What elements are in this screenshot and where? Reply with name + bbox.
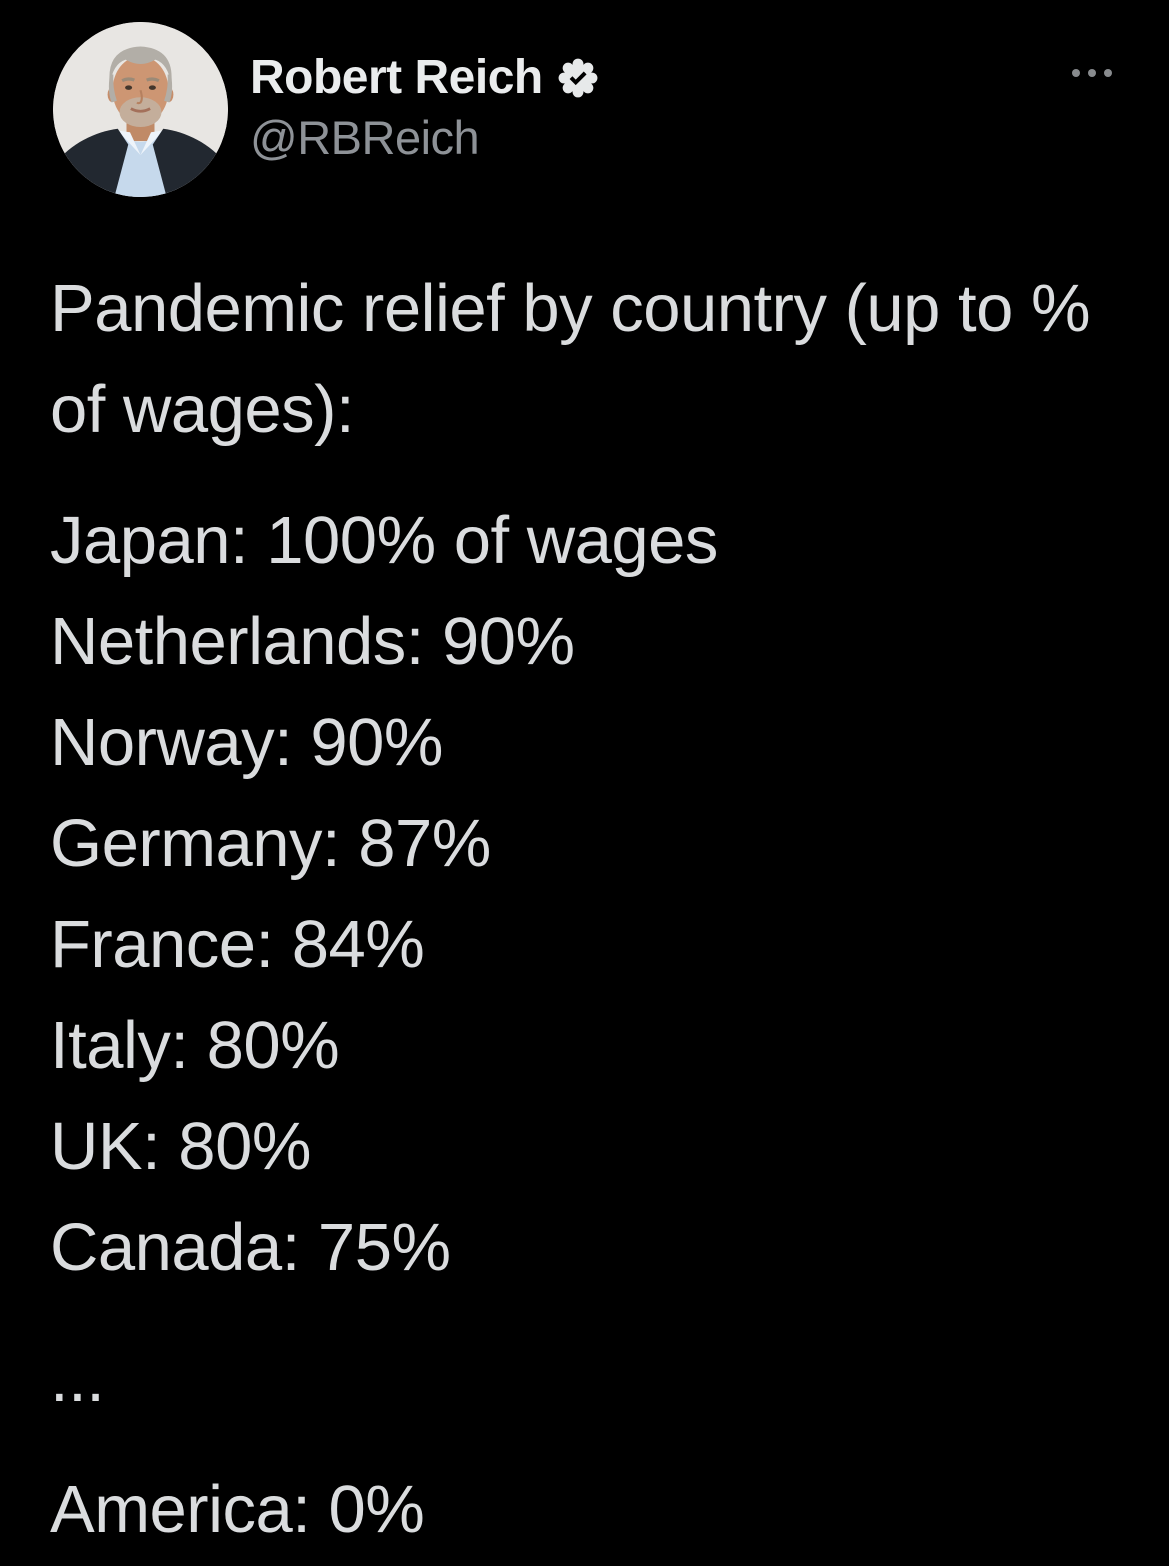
relief-line-france: France: 84%	[50, 907, 425, 982]
tweet-header: Robert Reich @RBReich	[0, 0, 1169, 235]
more-ellipsis-icon	[1088, 69, 1096, 77]
relief-list: Japan: 100% of wages Netherlands: 90% No…	[50, 490, 1120, 1298]
tweet-body: Pandemic relief by country (up to % of w…	[50, 258, 1120, 1560]
more-ellipsis-icon	[1104, 69, 1112, 77]
relief-line-japan: Japan: 100% of wages	[50, 503, 718, 578]
name-row: Robert Reich	[250, 50, 599, 106]
more-button[interactable]	[1062, 59, 1122, 87]
verified-badge-icon	[557, 57, 599, 99]
tweet-text-intro: Pandemic relief by country (up to % of w…	[50, 271, 1091, 447]
more-ellipsis-icon	[1072, 69, 1080, 77]
display-name: Robert Reich	[250, 51, 543, 104]
ellipsis-line: ...	[50, 1341, 105, 1416]
america-line: America: 0%	[50, 1472, 425, 1547]
avatar[interactable]	[53, 22, 228, 197]
relief-line-canada: Canada: 75%	[50, 1210, 451, 1285]
relief-line-norway: Norway: 90%	[50, 705, 443, 780]
relief-line-netherlands: Netherlands: 90%	[50, 604, 575, 679]
relief-line-uk: UK: 80%	[50, 1109, 311, 1184]
relief-line-germany: Germany: 87%	[50, 806, 491, 881]
relief-line-italy: Italy: 80%	[50, 1008, 340, 1083]
user-handle: @RBReich	[250, 111, 480, 164]
avatar-photo	[53, 22, 228, 197]
author-link[interactable]: Robert Reich @RBReich	[250, 50, 599, 164]
